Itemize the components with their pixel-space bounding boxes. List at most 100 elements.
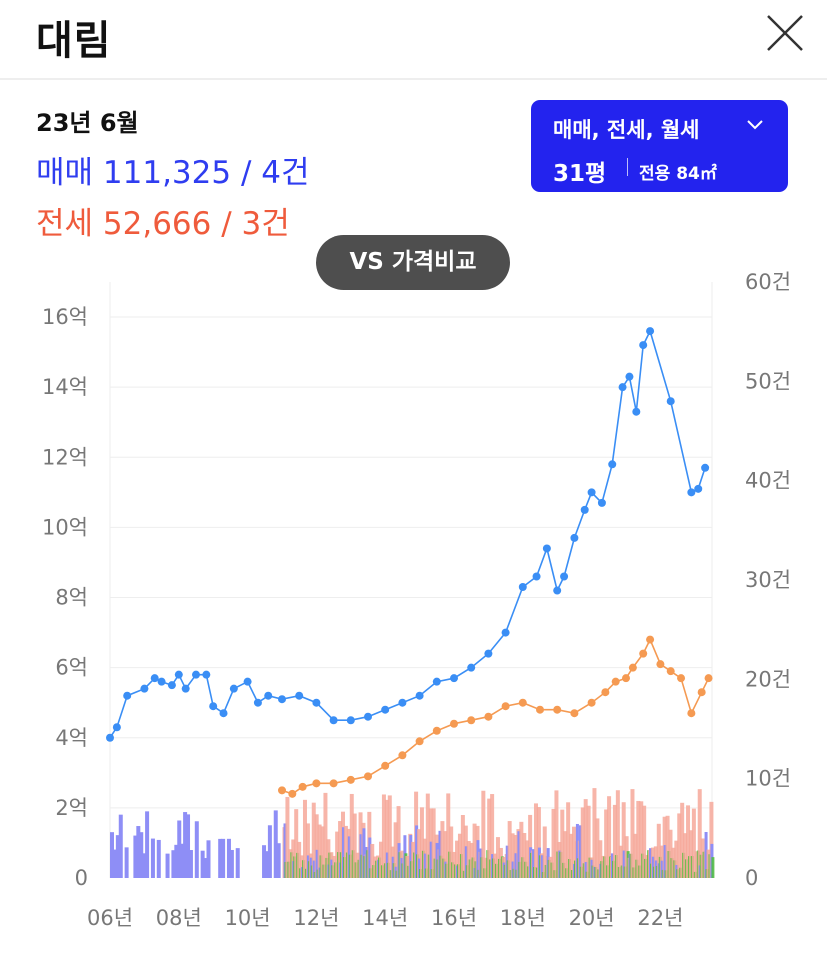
volume-bar — [419, 807, 424, 878]
x-axis-tick: 10년 — [225, 906, 271, 930]
data-point — [704, 674, 713, 683]
volume-bar — [118, 814, 123, 878]
volume-bar — [536, 807, 541, 878]
right-axis-tick: 10건 — [745, 767, 791, 791]
volume-bar — [262, 845, 267, 878]
left-axis-tick: 8억 — [55, 586, 88, 610]
right-axis-tick: 40건 — [745, 469, 791, 493]
volume-bar — [446, 793, 451, 878]
data-point — [501, 702, 510, 711]
volume-bar — [425, 793, 430, 878]
volume-bar — [396, 806, 401, 878]
volume-bar — [649, 848, 653, 878]
data-point — [622, 674, 630, 683]
volume-bar — [525, 840, 530, 878]
data-point — [484, 649, 493, 658]
x-axis-tick: 12년 — [293, 906, 339, 930]
volume-bar — [607, 796, 612, 878]
volume-bar — [680, 802, 685, 878]
volume-bar — [294, 809, 299, 878]
volume-bar — [519, 821, 524, 878]
volume-bar — [387, 795, 392, 878]
volume-bar — [612, 804, 617, 878]
volume-bar — [171, 850, 176, 878]
volume-bar — [194, 821, 199, 878]
x-axis-tick: 14년 — [362, 906, 408, 930]
volume-bar — [487, 798, 492, 878]
area-label: 전용 84㎡ — [639, 164, 717, 184]
data-point — [415, 691, 424, 700]
volume-bar — [133, 835, 138, 878]
data-point — [112, 723, 121, 732]
data-point — [570, 533, 579, 542]
volume-bar — [311, 802, 316, 878]
x-axis-tick: 08년 — [156, 906, 202, 930]
volume-bar — [370, 843, 375, 878]
volume-bar — [415, 825, 419, 878]
volume-bar — [200, 850, 205, 878]
pyeong-label: 31평 — [553, 161, 607, 187]
volume-bar — [663, 845, 667, 878]
data-point — [253, 698, 262, 707]
volume-bar — [110, 832, 114, 878]
right-axis-tick: 20건 — [745, 667, 791, 691]
data-point — [312, 698, 321, 707]
data-point — [450, 674, 458, 683]
volume-bar — [124, 847, 129, 878]
volume-bar — [150, 838, 155, 878]
volume-bar — [273, 810, 278, 878]
volume-bar — [460, 815, 465, 878]
volume-bar — [656, 823, 661, 878]
volume-bar — [320, 826, 325, 878]
data-point — [288, 789, 297, 798]
volume-bar — [381, 794, 386, 878]
volume-bar — [580, 807, 585, 878]
volume-bar — [665, 815, 670, 878]
data-point — [625, 372, 634, 381]
volume-bar — [438, 830, 442, 878]
left-axis-tick: 0 — [75, 866, 88, 890]
volume-bar — [697, 789, 702, 878]
data-point — [298, 782, 307, 791]
volume-bar — [145, 811, 150, 878]
data-point — [632, 407, 641, 416]
data-point — [202, 670, 211, 679]
volume-bar — [218, 838, 223, 878]
volume-bar — [206, 840, 211, 878]
data-point — [639, 649, 648, 658]
left-axis-tick: 2억 — [55, 796, 88, 820]
data-point — [553, 705, 562, 714]
left-axis-tick: 6억 — [55, 656, 88, 680]
data-point — [415, 737, 424, 746]
data-point — [432, 677, 441, 686]
volume-bar — [180, 843, 185, 878]
jeonse-summary: 전세 52,666 / 3건 — [36, 206, 290, 242]
volume-bar — [686, 805, 691, 878]
data-point — [666, 667, 675, 676]
volume-bar — [540, 855, 544, 878]
volume-bar — [569, 833, 574, 878]
volume-bar — [264, 851, 269, 878]
vs-compare-button[interactable]: VS 가격비교 — [316, 235, 510, 290]
data-point — [312, 779, 321, 788]
data-point — [484, 712, 493, 721]
volume-bar — [642, 805, 647, 878]
volume-bar — [440, 821, 445, 878]
volume-bar — [393, 822, 398, 878]
data-point — [501, 628, 510, 637]
volume-bar — [349, 793, 354, 878]
volume-bar — [285, 796, 290, 878]
volume-bar — [305, 823, 310, 878]
data-point — [346, 775, 355, 784]
data-point — [560, 572, 569, 581]
data-point — [618, 383, 627, 392]
deal-type-filter-button[interactable]: 매매, 전세, 월세 31평 전용 84㎡ — [531, 100, 788, 192]
volume-bar — [621, 802, 626, 878]
data-point — [219, 709, 228, 718]
period-label: 23년 6월 — [36, 109, 139, 137]
data-point — [701, 463, 710, 472]
data-point — [518, 583, 527, 592]
x-axis-tick: 18년 — [500, 906, 546, 930]
data-point — [209, 702, 218, 711]
close-icon[interactable] — [762, 10, 808, 56]
